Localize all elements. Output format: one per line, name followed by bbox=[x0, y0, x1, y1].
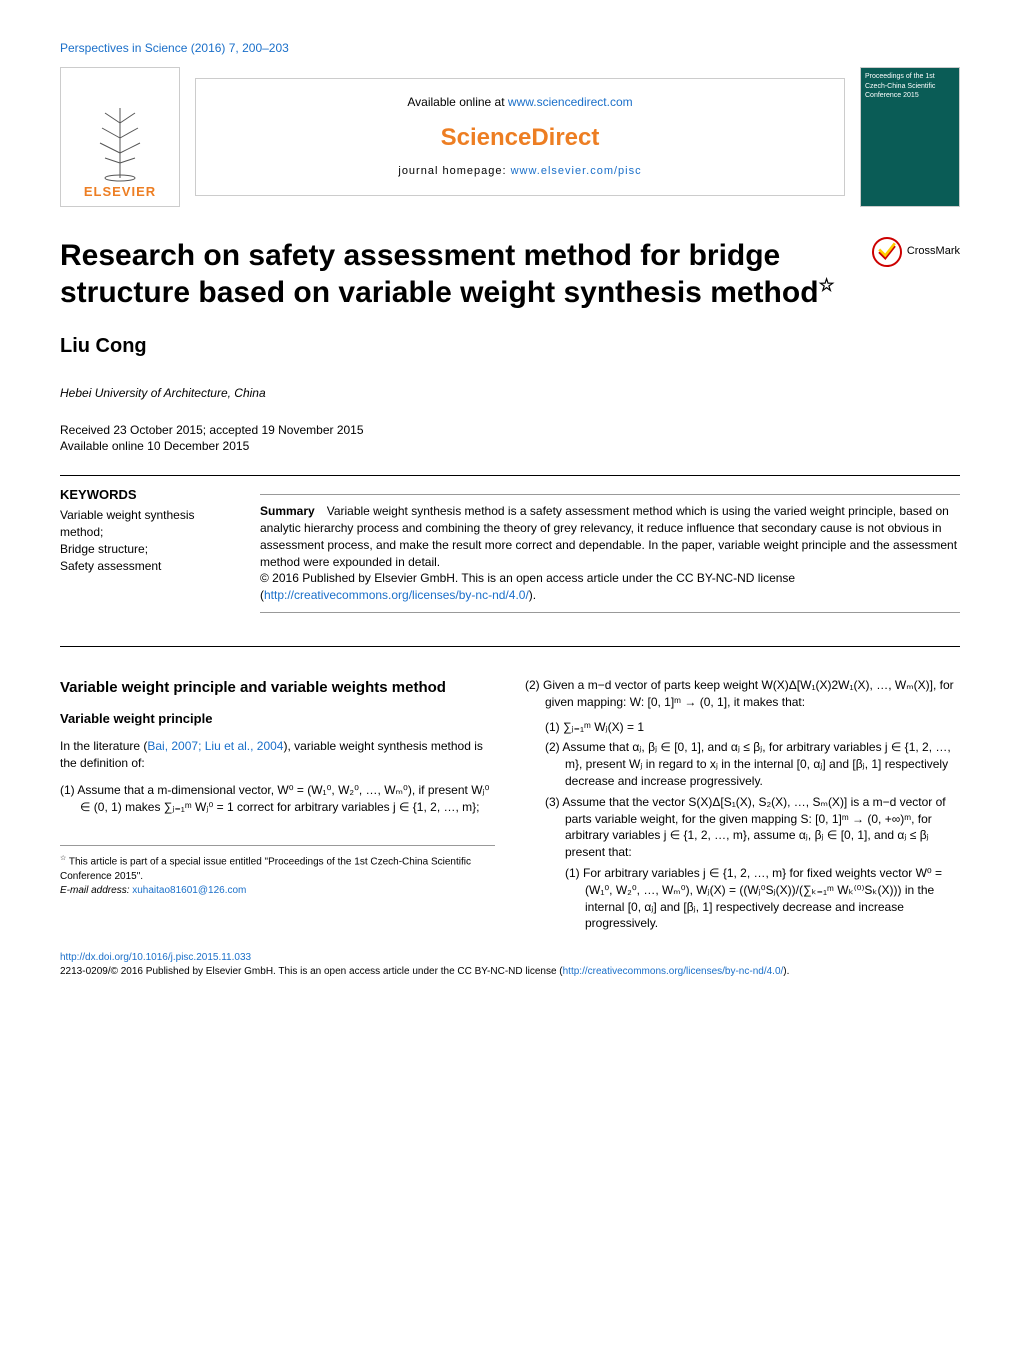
sub-item: (3) Assume that the vector S(X)Δ[S₁(X), … bbox=[545, 794, 960, 861]
journal-cover: Proceedings of the 1st Czech-China Scien… bbox=[860, 67, 960, 207]
doi-link[interactable]: http://dx.doi.org/10.1016/j.pisc.2015.11… bbox=[60, 952, 251, 963]
subsection-heading: Variable weight principle bbox=[60, 710, 495, 728]
crossmark-badge[interactable]: CrossMark bbox=[872, 237, 960, 267]
citation-link[interactable]: Bai, 2007; Liu et al., 2004 bbox=[147, 739, 283, 753]
license-link[interactable]: http://creativecommons.org/licenses/by-n… bbox=[264, 588, 529, 602]
sub-item: (2) Assume that αⱼ, βⱼ ∈ [0, 1], and αⱼ … bbox=[545, 739, 960, 789]
elsevier-tree-icon bbox=[90, 103, 150, 183]
summary-column: SummaryVariable weight synthesis method … bbox=[260, 486, 960, 621]
divider bbox=[260, 494, 960, 495]
affiliation: Hebei University of Architecture, China bbox=[60, 385, 960, 402]
author-name: Liu Cong bbox=[60, 332, 960, 360]
keyword-item: Bridge structure; bbox=[60, 541, 230, 558]
elsevier-logo: ELSEVIER bbox=[60, 67, 180, 207]
intro-paragraph: In the literature (Bai, 2007; Liu et al.… bbox=[60, 738, 495, 772]
email-link[interactable]: xuhaitao81601@126.com bbox=[132, 885, 246, 896]
bottom-copyright: 2213-0209/© 2016 Published by Elsevier G… bbox=[60, 965, 960, 979]
keyword-item: Safety assessment bbox=[60, 558, 230, 575]
elsevier-label: ELSEVIER bbox=[84, 183, 156, 201]
sciencedirect-url[interactable]: www.sciencedirect.com bbox=[508, 95, 633, 109]
sub-sub-item: (1) For arbitrary variables j ∈ {1, 2, …… bbox=[565, 865, 960, 932]
summary-label: Summary bbox=[260, 504, 315, 518]
copyright-text: © 2016 Published by Elsevier GmbH. This … bbox=[260, 570, 960, 604]
abstract-block: KEYWORDS Variable weight synthesis metho… bbox=[60, 486, 960, 621]
keywords-heading: KEYWORDS bbox=[60, 486, 230, 504]
keywords-column: KEYWORDS Variable weight synthesis metho… bbox=[60, 486, 230, 621]
definition-item-2: (2) Given a m−d vector of parts keep wei… bbox=[525, 677, 960, 711]
sub-item: (1) ∑ⱼ₌₁ᵐ Wⱼ(X) = 1 bbox=[545, 719, 960, 736]
journal-reference: Perspectives in Science (2016) 7, 200–20… bbox=[60, 40, 960, 57]
top-banner: ELSEVIER Available online at www.science… bbox=[60, 67, 960, 207]
footnote-block: ☆ This article is part of a special issu… bbox=[60, 845, 495, 897]
journal-homepage-link[interactable]: www.elsevier.com/pisc bbox=[511, 165, 642, 177]
journal-homepage: journal homepage: www.elsevier.com/pisc bbox=[196, 164, 844, 179]
keyword-item: Variable weight synthesis method; bbox=[60, 507, 230, 541]
left-column: Variable weight principle and variable w… bbox=[60, 677, 495, 936]
crossmark-label: CrossMark bbox=[907, 244, 960, 259]
body-columns: Variable weight principle and variable w… bbox=[60, 677, 960, 936]
article-title: Research on safety assessment method for… bbox=[60, 237, 852, 312]
footnote-text: ☆ This article is part of a special issu… bbox=[60, 854, 495, 883]
article-dates: Received 23 October 2015; accepted 19 No… bbox=[60, 422, 960, 456]
summary-text: Variable weight synthesis method is a sa… bbox=[260, 504, 957, 568]
right-column: (2) Given a m−d vector of parts keep wei… bbox=[525, 677, 960, 936]
title-footnote-mark: ☆ bbox=[819, 275, 835, 295]
crossmark-icon bbox=[872, 237, 902, 267]
definition-item-1: (1) Assume that a m-dimensional vector, … bbox=[60, 782, 495, 816]
license-link[interactable]: http://creativecommons.org/licenses/by-n… bbox=[563, 966, 784, 977]
divider bbox=[60, 646, 960, 647]
doi-block: http://dx.doi.org/10.1016/j.pisc.2015.11… bbox=[60, 951, 960, 979]
available-online-text: Available online at www.sciencedirect.co… bbox=[196, 94, 844, 111]
divider bbox=[260, 612, 960, 613]
email-line: E-mail address: xuhaitao81601@126.com bbox=[60, 884, 495, 898]
divider bbox=[60, 475, 960, 476]
sciencedirect-logo: ScienceDirect bbox=[196, 121, 844, 155]
section-heading: Variable weight principle and variable w… bbox=[60, 677, 495, 698]
center-banner: Available online at www.sciencedirect.co… bbox=[195, 78, 845, 196]
